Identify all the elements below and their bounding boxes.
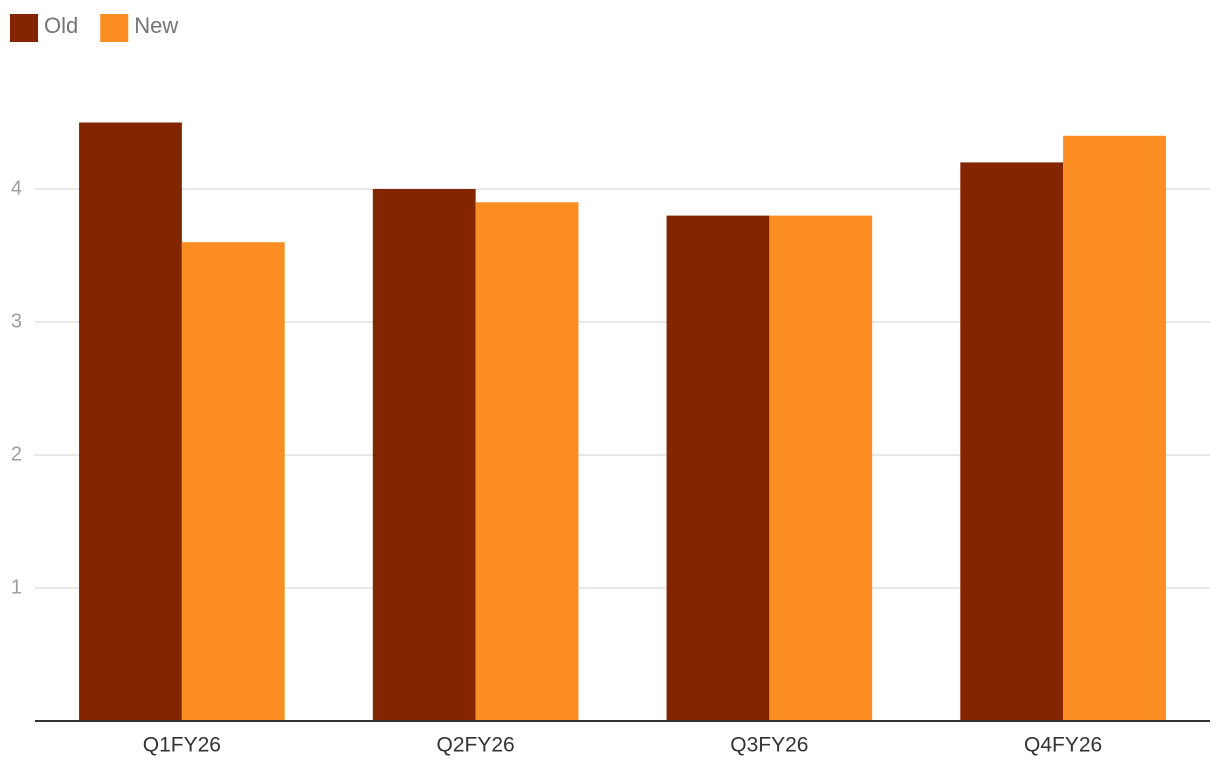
y-tick-label: 1 — [11, 576, 22, 598]
y-tick-label: 4 — [11, 177, 22, 199]
x-tick-label: Q2FY26 — [437, 734, 515, 757]
bar — [960, 162, 1064, 721]
bar — [79, 122, 182, 721]
bar — [769, 215, 873, 721]
legend-label: New — [134, 13, 178, 38]
bar — [666, 215, 770, 721]
bar — [372, 189, 476, 721]
y-tick-label: 3 — [11, 310, 22, 332]
bar — [181, 242, 285, 721]
legend-swatch — [100, 14, 129, 42]
y-tick-label: 2 — [11, 443, 22, 465]
x-tick-label: Q1FY26 — [143, 734, 221, 757]
bar — [1063, 135, 1166, 722]
x-tick-label: Q3FY26 — [730, 734, 808, 757]
x-tick-label: Q4FY26 — [1024, 734, 1102, 757]
legend-label: Old — [44, 13, 78, 38]
bar — [475, 202, 579, 722]
legend-swatch — [10, 14, 38, 42]
